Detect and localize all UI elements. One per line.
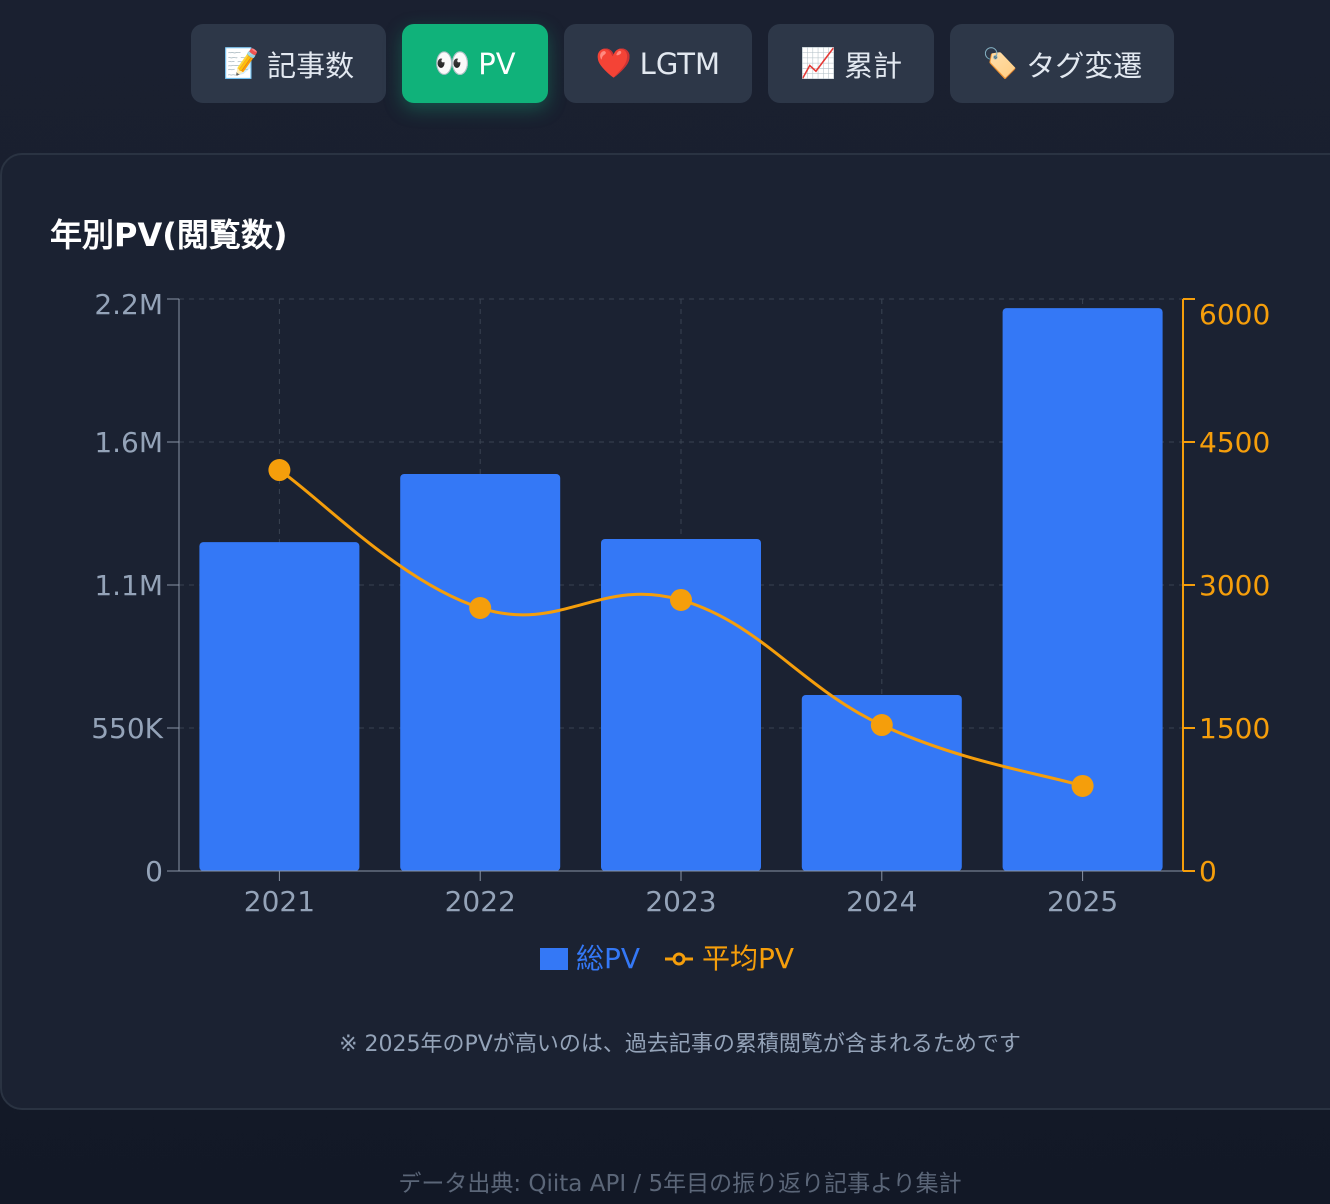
right-tick-label: 0 <box>1199 855 1217 888</box>
legend-label-avg: 平均PV <box>702 942 794 975</box>
tab-label: 記事数 <box>267 48 355 83</box>
tab-label: タグ変遷 <box>1026 48 1143 83</box>
bar-2021 <box>199 542 360 871</box>
x-tick-label: 2022 <box>445 885 516 918</box>
legend-swatch-total <box>540 948 568 970</box>
data-source: データ出典: Qiita API / 5年目の振り返り記事より集計 <box>398 1171 962 1197</box>
tab-bar: 📝 記事数 👀 PV ❤️ LGTM 📈 累計 🏷️ タグ変遷 <box>191 24 1175 103</box>
x-tick-label: 2024 <box>846 885 917 918</box>
tab-1[interactable]: 👀 PV <box>402 24 548 103</box>
tab-label: PV <box>478 46 516 81</box>
tab-icon: 🏷️ <box>982 46 1019 80</box>
bar-2022 <box>400 473 561 871</box>
tab-0[interactable]: 📝 記事数 <box>191 24 387 103</box>
legend-swatch-point <box>672 952 686 966</box>
left-tick-label: 0 <box>145 855 163 888</box>
left-tick-label: 2.2M <box>94 288 163 321</box>
left-tick-label: 1.1M <box>94 569 163 602</box>
tab-icon: 👀 <box>434 46 471 80</box>
left-tick-label: 1.6M <box>94 426 163 459</box>
avg-pv-point-2022 <box>469 596 492 619</box>
x-tick-label: 2021 <box>244 885 315 918</box>
avg-pv-point-2021 <box>268 459 291 482</box>
tab-3[interactable]: 📈 累計 <box>768 24 935 103</box>
legend-label-total: 総PV <box>576 942 640 975</box>
tab-label: LGTM <box>639 46 721 81</box>
tab-2[interactable]: ❤️ LGTM <box>563 24 753 103</box>
bar-2025 <box>1002 308 1163 872</box>
left-tick-label: 550K <box>91 712 163 745</box>
tab-icon: 📝 <box>223 46 260 80</box>
right-tick-label: 1500 <box>1199 712 1270 745</box>
right-tick-label: 6000 <box>1199 298 1270 331</box>
chart-note: ※ 2025年のPVが高いのは、過去記事の累積閲覧が含まれるためです <box>339 1032 1021 1057</box>
tab-icon: 📈 <box>800 46 837 80</box>
tab-label: 累計 <box>844 48 903 83</box>
avg-pv-point-2024 <box>870 714 893 737</box>
right-tick-label: 4500 <box>1199 426 1270 459</box>
avg-pv-point-2025 <box>1071 774 1094 797</box>
right-tick-label: 3000 <box>1199 569 1270 602</box>
bar-2024 <box>801 694 962 871</box>
chart-title: 年別PV(閲覧数) <box>50 216 288 254</box>
x-tick-label: 2023 <box>645 885 716 918</box>
tab-4[interactable]: 🏷️ タグ変遷 <box>950 24 1175 103</box>
avg-pv-point-2023 <box>670 588 692 611</box>
bar-2023 <box>601 538 761 871</box>
x-tick-label: 2025 <box>1047 885 1118 918</box>
tab-icon: ❤️ <box>595 46 632 80</box>
